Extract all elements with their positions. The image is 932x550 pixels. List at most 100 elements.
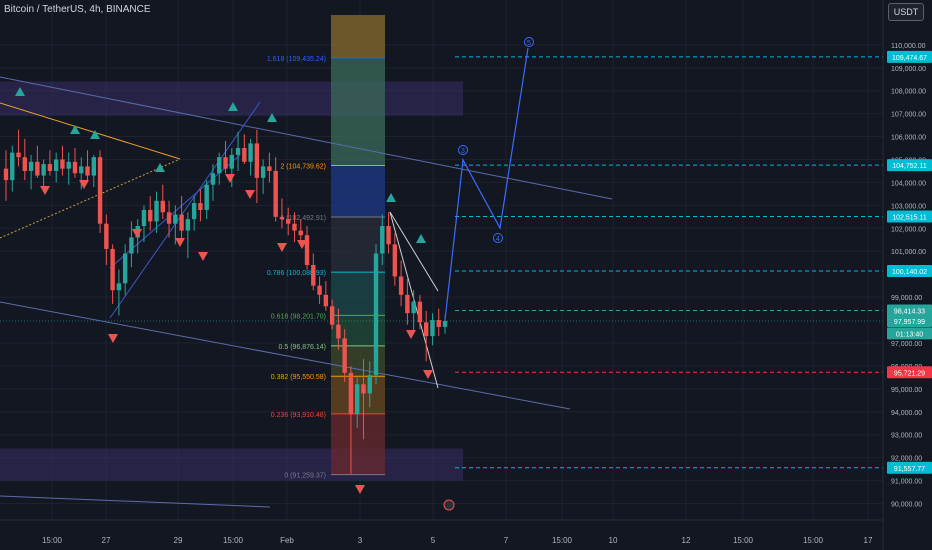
price-tag-label: 100,140.02 bbox=[892, 269, 927, 276]
price-axis-tick: 103,000.00 bbox=[891, 203, 926, 210]
candle-body bbox=[411, 301, 416, 314]
trendline bbox=[0, 495, 271, 508]
trendline bbox=[389, 211, 439, 292]
sell-signal-icon bbox=[277, 243, 287, 252]
candle-body bbox=[229, 154, 234, 169]
candle-body bbox=[179, 214, 184, 231]
sell-signal-icon bbox=[423, 370, 433, 379]
time-axis-tick: 15:00 bbox=[223, 536, 244, 545]
candle-body bbox=[267, 166, 272, 171]
buy-signal-icon bbox=[15, 87, 25, 96]
candle-body bbox=[53, 159, 59, 171]
sell-signal-icon bbox=[108, 334, 118, 343]
time-axis-tick: 5 bbox=[431, 536, 436, 545]
time-axis-tick: 3 bbox=[358, 536, 363, 545]
candle-body bbox=[16, 152, 21, 158]
fib-level-label: 1.618 (109,435.24) bbox=[267, 56, 326, 63]
wave-label: 4 bbox=[496, 236, 500, 243]
candle-body bbox=[348, 372, 354, 415]
price-tag-label: 97,957.99 bbox=[894, 319, 925, 326]
price-tag-label: 109,474.67 bbox=[892, 55, 927, 62]
price-tag bbox=[887, 304, 932, 317]
alert-icon bbox=[443, 499, 455, 511]
candle-body bbox=[423, 322, 429, 337]
price-axis-tick: 109,000.00 bbox=[891, 66, 926, 73]
wave-label-circle bbox=[458, 145, 468, 155]
demand-zone bbox=[0, 448, 463, 481]
candle-body bbox=[342, 338, 347, 373]
fib-band bbox=[331, 413, 385, 475]
time-axis-tick: 27 bbox=[102, 536, 111, 545]
candle-body bbox=[10, 152, 15, 181]
candle-body bbox=[60, 159, 65, 169]
candle-body bbox=[392, 244, 398, 277]
candle-body bbox=[97, 157, 103, 224]
price-axis-tick: 97,000.00 bbox=[891, 341, 922, 348]
fib-band bbox=[331, 57, 385, 166]
candle-body bbox=[286, 219, 291, 224]
candle-body bbox=[72, 161, 78, 174]
candle-body bbox=[323, 294, 329, 307]
buy-signal-icon bbox=[228, 102, 238, 111]
candle-body bbox=[129, 237, 134, 254]
candle-body bbox=[148, 209, 153, 222]
candle-body bbox=[35, 161, 40, 176]
candle-body bbox=[3, 168, 9, 181]
price-tag-label: 01:13:40 bbox=[896, 331, 923, 338]
candle-body bbox=[235, 148, 241, 155]
sell-signal-icon bbox=[406, 330, 416, 339]
candle-body bbox=[361, 384, 366, 394]
price-tag-label: 102,515.11 bbox=[892, 214, 927, 221]
price-tag-label: 104,752.11 bbox=[892, 163, 927, 170]
buy-signal-icon bbox=[386, 193, 396, 202]
fib-band bbox=[331, 15, 385, 58]
time-axis-tick: 17 bbox=[864, 536, 873, 545]
wave-label-circle bbox=[524, 37, 534, 47]
price-axis-tick: 99,000.00 bbox=[891, 295, 922, 302]
currency-button[interactable]: USDT bbox=[888, 3, 924, 21]
candle-body bbox=[329, 306, 335, 325]
wave-label-circle bbox=[493, 233, 503, 243]
sell-signal-icon bbox=[245, 190, 255, 199]
price-axis-tick: 104,000.00 bbox=[891, 180, 926, 187]
candle-body bbox=[210, 173, 216, 185]
candle-body bbox=[380, 226, 385, 254]
candle-body bbox=[367, 375, 372, 394]
fib-level-label: 0.618 (98,201.70) bbox=[271, 313, 326, 320]
price-axis-tick: 93,000.00 bbox=[891, 433, 922, 440]
candle-body bbox=[430, 320, 435, 337]
candle-body bbox=[436, 320, 441, 327]
price-axis-tick: 102,000.00 bbox=[891, 226, 926, 233]
time-axis-tick: 15:00 bbox=[42, 536, 63, 545]
chart-header: Bitcoin / TetherUS, 4h, BINANCE bbox=[4, 4, 151, 15]
sell-signal-icon bbox=[225, 174, 235, 183]
price-axis-tick: 108,000.00 bbox=[891, 89, 926, 96]
time-axis-tick: 15:00 bbox=[552, 536, 573, 545]
fib-level-label: 0.5 (96,876.14) bbox=[279, 344, 326, 351]
buy-signal-icon bbox=[416, 234, 426, 243]
time-axis-tick: 12 bbox=[682, 536, 691, 545]
price-tag bbox=[887, 327, 932, 340]
candle-body bbox=[166, 212, 172, 224]
candle-body bbox=[141, 209, 147, 227]
candle-body bbox=[91, 157, 96, 176]
candle-body bbox=[110, 248, 115, 291]
price-tag bbox=[887, 264, 932, 277]
candle-body bbox=[47, 164, 53, 171]
trendline bbox=[109, 101, 261, 319]
candle-body bbox=[185, 219, 191, 231]
fib-level-label: 1 (102,492.91) bbox=[280, 215, 326, 222]
candle-body bbox=[248, 143, 253, 162]
candle-body bbox=[173, 214, 178, 224]
candle-body bbox=[41, 164, 46, 176]
sell-signal-icon bbox=[175, 238, 185, 247]
trendline bbox=[0, 102, 181, 160]
fib-level-label: 0.382 (95,550.58) bbox=[271, 374, 326, 381]
candle-body bbox=[104, 223, 109, 249]
candle-body bbox=[292, 223, 297, 231]
candle-body bbox=[355, 384, 360, 415]
price-axis-tick: 107,000.00 bbox=[891, 112, 926, 119]
candle-body bbox=[311, 265, 316, 286]
